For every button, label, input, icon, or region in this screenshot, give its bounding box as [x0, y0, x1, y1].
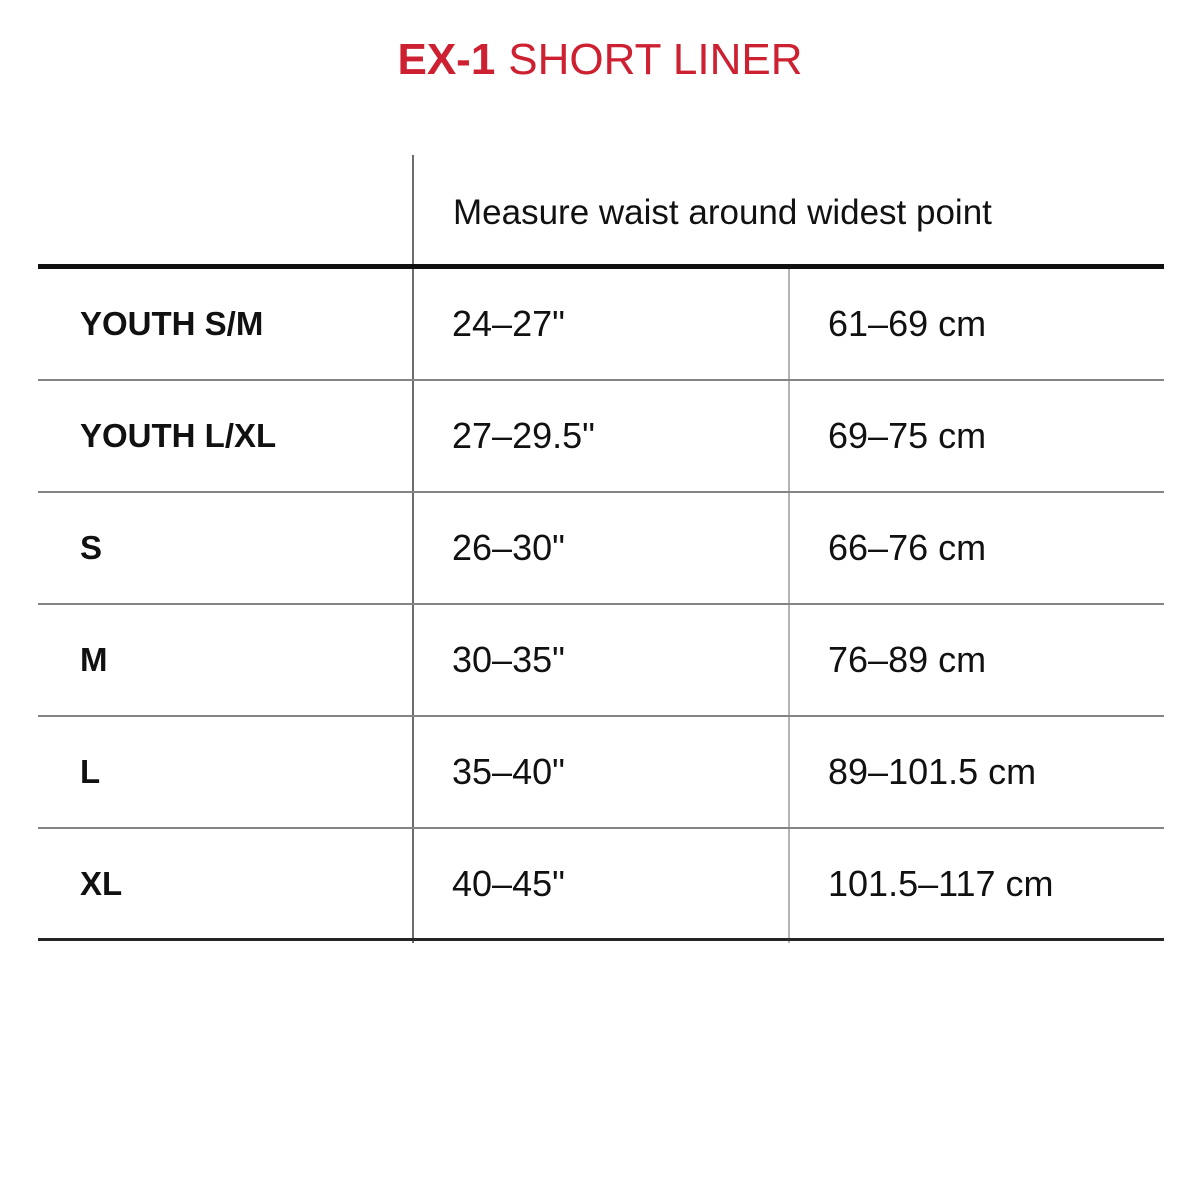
size-label: YOUTH L/XL: [80, 417, 277, 454]
table-row: S 26–30" 66–76 cm: [38, 493, 1164, 605]
waist-inches-value: 27–29.5": [452, 415, 595, 456]
size-label: M: [80, 641, 108, 678]
size-label: L: [80, 753, 101, 790]
page-title: EX-1 SHORT LINER: [0, 36, 1200, 84]
table-row: L 35–40" 89–101.5 cm: [38, 717, 1164, 829]
waist-cm-value: 89–101.5 cm: [828, 751, 1037, 792]
table-row: YOUTH L/XL 27–29.5" 69–75 cm: [38, 381, 1164, 493]
waist-cm-value: 66–76 cm: [828, 527, 987, 568]
waist-inches-value: 35–40": [452, 751, 565, 792]
size-label: YOUTH S/M: [80, 305, 264, 342]
column-divider-1: [412, 155, 414, 943]
size-table: YOUTH S/M 24–27" 61–69 cm YOUTH L/XL 27–…: [38, 269, 1164, 941]
size-label: S: [80, 529, 103, 566]
waist-inches-value: 26–30": [452, 527, 565, 568]
header-rule: [38, 264, 1164, 269]
product-name: SHORT LINER: [508, 35, 803, 84]
table-row: YOUTH S/M 24–27" 61–69 cm: [38, 269, 1164, 381]
table-row: M 30–35" 76–89 cm: [38, 605, 1164, 717]
column-divider-2: [788, 267, 790, 943]
waist-inches-value: 24–27": [452, 303, 565, 344]
table-row: XL 40–45" 101.5–117 cm: [38, 829, 1164, 941]
waist-inches-value: 40–45": [452, 862, 565, 904]
measurement-instruction-header: Measure waist around widest point: [453, 193, 992, 232]
size-label: XL: [80, 864, 123, 902]
waist-cm-value: 101.5–117 cm: [828, 862, 1054, 904]
waist-inches-value: 30–35": [452, 639, 565, 680]
waist-cm-value: 76–89 cm: [828, 639, 987, 680]
product-model: EX-1: [397, 35, 496, 84]
waist-cm-value: 69–75 cm: [828, 415, 987, 456]
waist-cm-value: 61–69 cm: [828, 303, 987, 344]
